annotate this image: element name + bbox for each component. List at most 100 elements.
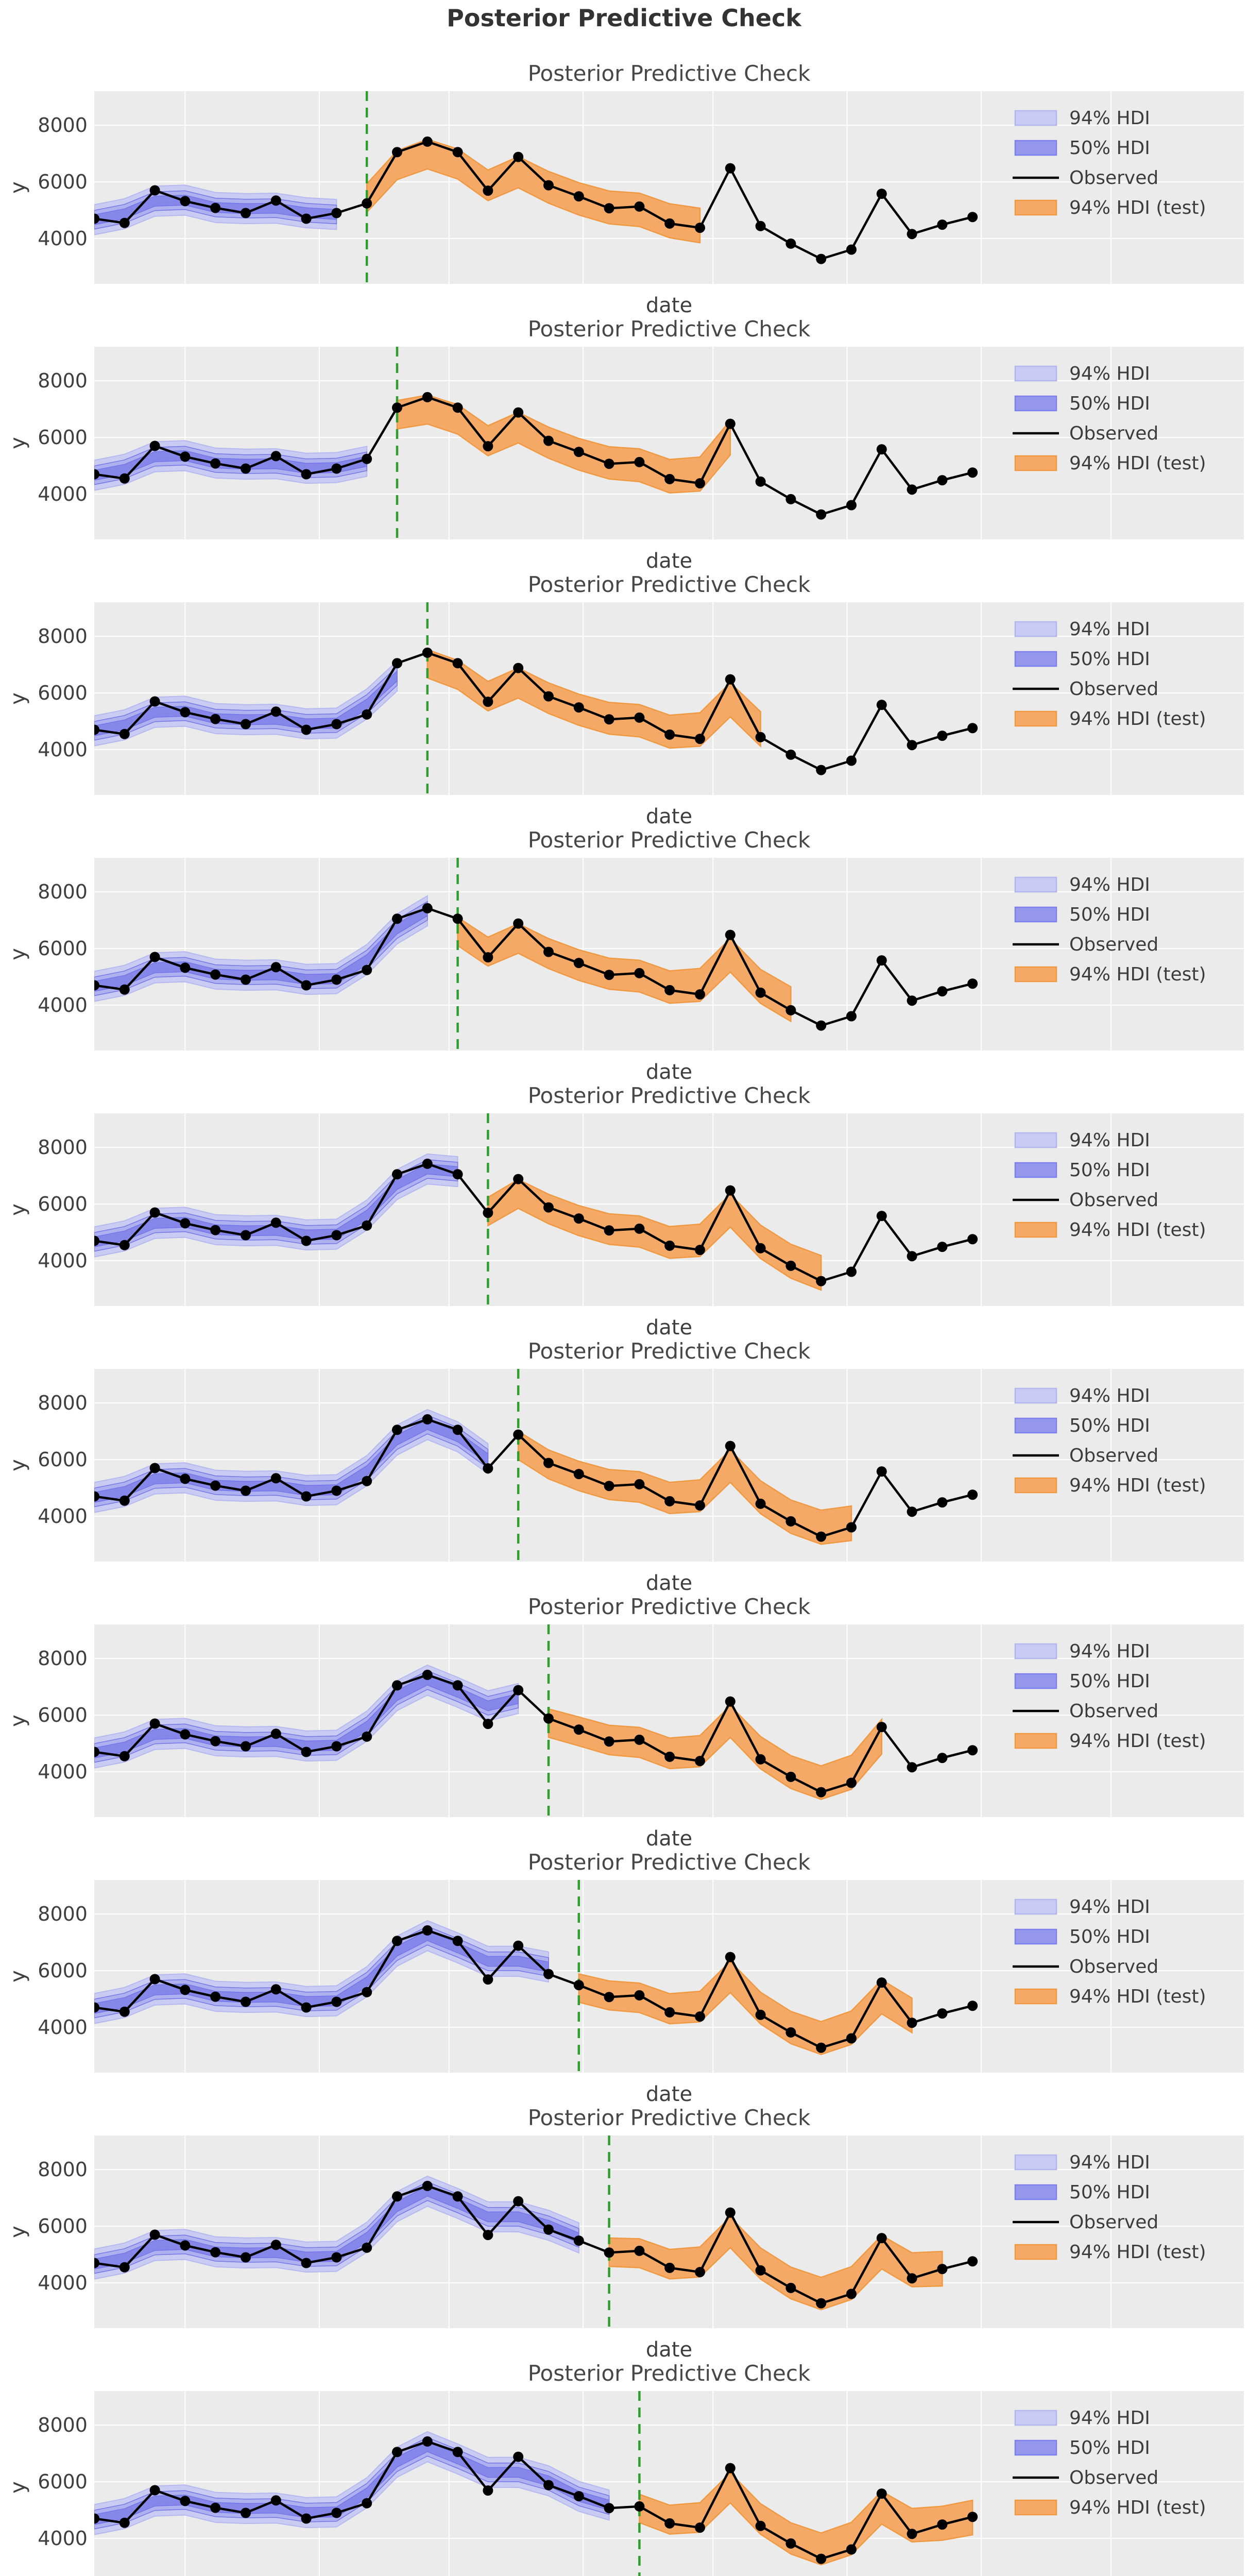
legend-entry: 94% HDI (test) <box>1014 1986 1206 2007</box>
legend-entry-label: 94% HDI (test) <box>1069 2242 1206 2263</box>
observed-marker <box>119 728 130 739</box>
legend-entry: 50% HDI <box>1014 2437 1150 2459</box>
y-axis-label: y <box>6 692 30 705</box>
y-tick-label: 4000 <box>38 1249 88 1272</box>
observed-marker <box>755 2009 766 2020</box>
observed-marker <box>301 1235 312 1246</box>
observed-marker <box>483 2230 493 2241</box>
observed-marker <box>907 1762 917 1773</box>
legend-entry: 94% HDI <box>1014 2152 1150 2173</box>
observed-marker <box>119 1751 130 1761</box>
observed-marker <box>94 1747 99 1757</box>
observed-marker <box>452 2447 463 2458</box>
observed-marker <box>725 1696 736 1707</box>
observed-marker <box>149 185 160 196</box>
observed-marker <box>725 418 736 429</box>
legend-entry: 50% HDI <box>1014 2182 1150 2203</box>
legend-entry-label: 94% HDI <box>1069 363 1150 384</box>
observed-marker <box>785 2282 796 2293</box>
legend-entry-label: Observed <box>1069 1956 1158 1977</box>
observed-marker <box>513 2451 524 2462</box>
observed-marker <box>967 1745 978 1756</box>
observed-marker <box>937 1753 948 1764</box>
legend: 94% HDI 50% HDI Observed 94% HDI (test) <box>1013 619 1206 730</box>
y-tick-label: 4000 <box>38 483 88 505</box>
data-layer <box>94 1369 978 1562</box>
legend-entry-label: Observed <box>1069 2467 1158 2488</box>
legend-patch-icon <box>1014 1733 1057 1749</box>
observed-marker <box>967 467 978 478</box>
legend-patch-icon <box>1014 1643 1057 1659</box>
observed-marker <box>94 724 99 735</box>
observed-marker <box>604 1736 614 1747</box>
observed-marker <box>422 392 433 402</box>
test-hdi-band <box>548 1704 883 1800</box>
legend-entry: Observed <box>1013 1701 1158 1722</box>
observed-marker <box>452 2191 463 2202</box>
legend-entry-label: 94% HDI <box>1069 2408 1150 2429</box>
legend-patch-icon <box>1014 1162 1057 1178</box>
observed-marker <box>604 1992 614 2003</box>
observed-marker <box>241 208 251 218</box>
y-axis-label: y <box>6 1204 30 1216</box>
observed-marker <box>725 2463 736 2473</box>
subplot-fold-2: Posterior Predictive Check 4000 6000 8000 y d… <box>6 316 1244 573</box>
observed-marker <box>937 475 948 486</box>
observed-marker <box>755 1498 766 1509</box>
observed-marker <box>241 1485 251 1496</box>
observed-marker <box>210 2502 221 2513</box>
observed-marker <box>937 986 948 997</box>
observed-marker <box>695 989 705 1000</box>
legend: 94% HDI 50% HDI Observed 94% HDI (test) <box>1013 874 1206 985</box>
y-tick-label: 6000 <box>38 426 88 449</box>
observed-marker <box>483 952 493 963</box>
observed-marker <box>755 2265 766 2276</box>
subplot-fold-9: Posterior Predictive Check 4000 6000 8000 y d… <box>6 2105 1244 2362</box>
observed-marker <box>755 1243 766 1253</box>
legend-patch-icon <box>1014 966 1057 982</box>
legend-entry: 94% HDI (test) <box>1014 197 1206 218</box>
observed-marker <box>664 985 675 995</box>
observed-marker <box>180 2496 191 2506</box>
observed-marker <box>604 1481 614 1492</box>
figure-suptitle: Posterior Predictive Check <box>447 4 801 32</box>
observed-marker <box>785 1005 796 1015</box>
legend-entry-label: Observed <box>1069 1445 1158 1466</box>
observed-marker <box>785 2538 796 2549</box>
observed-marker <box>725 2207 736 2218</box>
legend-entry: Observed <box>1013 423 1158 444</box>
legend-entry-label: 94% HDI <box>1069 1641 1150 1662</box>
observed-marker <box>907 2018 917 2028</box>
observed-marker <box>543 946 554 957</box>
legend-entry: 94% HDI <box>1014 1896 1150 1918</box>
observed-marker <box>270 2495 281 2506</box>
y-tick-label: 6000 <box>38 2470 88 2493</box>
y-tick-label: 6000 <box>38 1193 88 1215</box>
observed-marker <box>695 223 705 233</box>
observed-marker <box>816 765 827 775</box>
legend-entry-label: 50% HDI <box>1069 1160 1150 1181</box>
legend: 94% HDI 50% HDI Observed 94% HDI (test) <box>1013 1385 1206 1496</box>
y-tick-label: 6000 <box>38 1959 88 1982</box>
subplot-title: Posterior Predictive Check <box>528 827 811 853</box>
observed-marker <box>543 1458 554 1468</box>
observed-marker <box>149 1207 160 1218</box>
observed-marker <box>876 2488 887 2499</box>
observed-marker <box>483 185 493 196</box>
observed-marker <box>362 453 372 464</box>
observed-marker <box>331 1230 342 1241</box>
legend-entry: 94% HDI <box>1014 619 1150 640</box>
y-tick-label: 8000 <box>38 1392 88 1414</box>
legend-entry: 94% HDI (test) <box>1014 1475 1206 1496</box>
observed-marker <box>362 709 372 720</box>
legend-entry-label: 94% HDI <box>1069 2152 1150 2173</box>
legend-entry: 94% HDI <box>1014 108 1150 129</box>
x-axis-label: date <box>646 2082 692 2106</box>
observed-marker <box>270 962 281 973</box>
observed-marker <box>937 219 948 230</box>
observed-marker <box>301 2002 312 2013</box>
observed-marker <box>301 1491 312 1502</box>
observed-marker <box>422 1925 433 1936</box>
subplot-title: Posterior Predictive Check <box>528 572 811 597</box>
observed-marker <box>392 2191 402 2202</box>
